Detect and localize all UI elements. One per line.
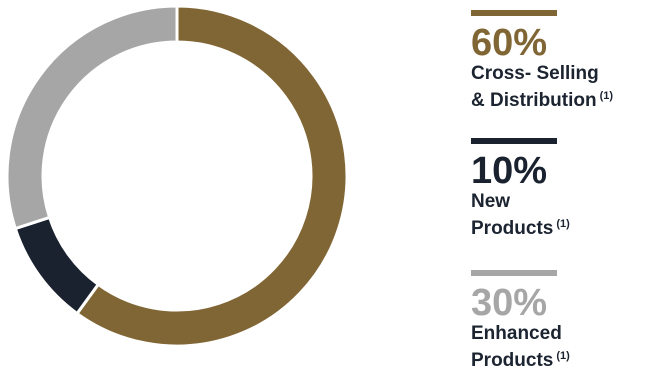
legend-entry-cross-selling: 60% Cross- Selling & Distribution (1) — [471, 10, 651, 112]
legend-percent: 10% — [471, 150, 548, 192]
legend-label: New Products (1) — [471, 190, 651, 240]
legend-swatch — [471, 138, 557, 144]
legend-entry-enhanced-products: 30% Enhanced Products (1) — [471, 270, 651, 372]
legend-percent: 60% — [471, 22, 548, 64]
legend-label-line2: Products — [471, 350, 554, 371]
footnote-marker: (1) — [599, 90, 614, 102]
donut-chart — [5, 4, 349, 348]
legend-label-line1: Cross- Selling — [471, 63, 599, 84]
legend-label: Enhanced Products (1) — [471, 322, 651, 372]
legend-label-line2: & Distribution — [471, 90, 597, 111]
footnote-marker: (1) — [556, 350, 570, 362]
legend-label-line2: Products — [471, 218, 554, 239]
donut-slice-1 — [13, 215, 101, 316]
footnote-marker: (1) — [556, 218, 570, 230]
legend-entry-new-products: 10% New Products (1) — [471, 138, 651, 240]
legend-label-line1: New — [471, 191, 511, 212]
legend-swatch — [471, 10, 557, 16]
legend-label-line1: Enhanced — [471, 323, 562, 344]
legend-label: Cross- Selling & Distribution (1) — [471, 62, 651, 112]
legend-percent: 30% — [471, 282, 548, 324]
donut-slice-2 — [5, 4, 179, 231]
donut-slice-0 — [74, 4, 349, 348]
legend-swatch — [471, 270, 557, 276]
